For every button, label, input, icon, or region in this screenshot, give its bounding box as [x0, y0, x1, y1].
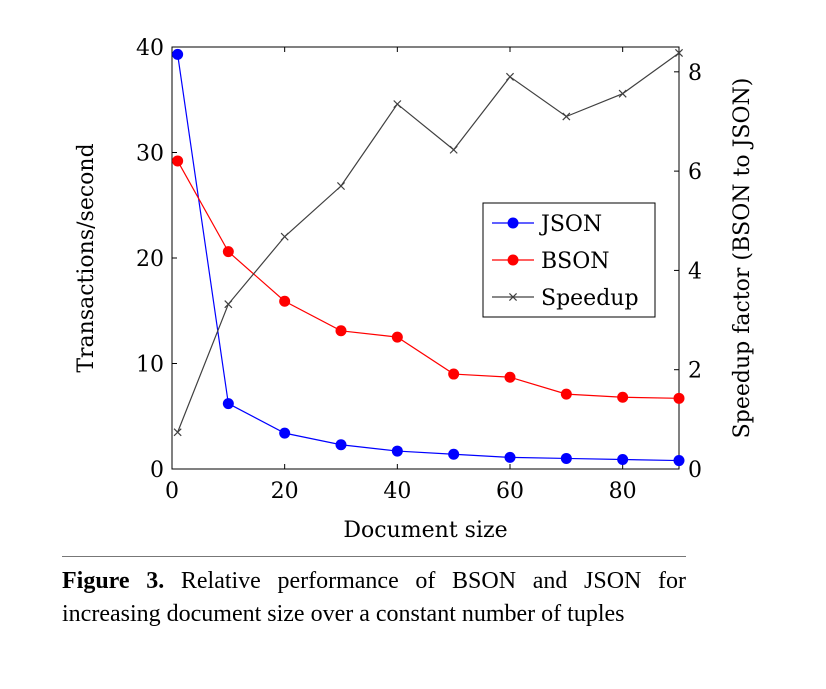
data-point-json — [448, 448, 460, 460]
x-tick-label: 0 — [165, 479, 179, 504]
y-left-tick-label: 40 — [136, 36, 164, 61]
series-bson — [172, 155, 685, 404]
data-point-json — [172, 48, 184, 60]
y-right-axis-title: Speedup factor (BSON to JSON) — [730, 78, 755, 439]
data-point-speedup — [505, 72, 515, 81]
data-point-json — [504, 451, 516, 463]
data-point-speedup — [562, 112, 571, 121]
y-right-tick-label: 0 — [688, 458, 702, 483]
chart: 0 20 40 60 80 0 10 20 30 40 0 2 4 6 8 Document size Tran… — [74, 36, 755, 543]
series-line-speedup — [177, 52, 680, 433]
y-right-tick-label: 4 — [688, 259, 702, 284]
x-tick-label: 60 — [496, 479, 524, 504]
data-point-json — [391, 445, 403, 457]
y-left-tick-label: 0 — [150, 458, 164, 483]
data-point-bson — [335, 325, 347, 337]
series-json — [172, 48, 685, 467]
data-point-json — [222, 398, 234, 410]
y-left-tick-label: 20 — [136, 247, 164, 272]
data-point-bson — [279, 295, 291, 307]
legend-label-json: JSON — [539, 212, 602, 237]
data-point-speedup — [173, 428, 182, 437]
data-point-bson — [504, 371, 516, 383]
data-point-json — [279, 427, 291, 439]
data-point-bson — [172, 155, 184, 167]
data-point-bson — [448, 368, 460, 380]
data-point-json — [335, 439, 347, 451]
x-tick-label: 40 — [383, 479, 411, 504]
series-layer — [172, 48, 685, 467]
legend-swatch-marker — [507, 217, 519, 229]
y-right-tick-label: 2 — [688, 359, 702, 384]
caption-label: Figure 3. — [62, 568, 165, 594]
legend-label-speedup: Speedup — [541, 286, 639, 311]
data-point-speedup — [674, 48, 684, 57]
y-left-axis-title: Transactions/second — [74, 143, 99, 372]
data-point-speedup — [618, 89, 627, 98]
series-speedup — [173, 48, 684, 437]
y-left-tick-label: 10 — [136, 353, 164, 378]
y-left-tick-label: 30 — [136, 142, 164, 167]
caption-divider — [62, 556, 686, 557]
legend: JSON BSON Speedup — [482, 202, 656, 318]
data-point-bson — [560, 388, 572, 400]
axes: 0 20 40 60 80 0 10 20 30 40 0 2 4 6 8 Document size Tran… — [74, 36, 755, 543]
legend-swatch-marker — [508, 292, 518, 302]
data-point-speedup — [449, 145, 458, 154]
data-point-speedup — [336, 181, 346, 191]
figure-caption: Figure 3. Relative performance of BSON a… — [62, 565, 686, 631]
y-right-tick-label: 8 — [688, 61, 702, 86]
data-point-json — [617, 454, 629, 466]
series-line-bson — [177, 160, 680, 399]
data-point-bson — [391, 331, 403, 343]
data-point-bson — [673, 392, 685, 404]
series-line-json — [177, 54, 680, 462]
x-axis-title: Document size — [343, 518, 507, 543]
caption-text: Relative performance of BSON and JSON fo… — [62, 568, 686, 627]
data-point-json — [673, 455, 685, 467]
data-point-bson — [222, 246, 234, 258]
legend-swatch-marker — [507, 254, 519, 266]
data-point-speedup — [224, 300, 233, 309]
x-tick-label: 80 — [609, 479, 637, 504]
data-point-speedup — [393, 100, 402, 109]
x-tick-label: 20 — [271, 479, 299, 504]
y-right-tick-label: 6 — [688, 160, 702, 185]
data-point-json — [560, 452, 572, 464]
data-point-speedup — [280, 232, 289, 241]
data-point-bson — [617, 391, 629, 403]
legend-label-bson: BSON — [541, 249, 610, 274]
